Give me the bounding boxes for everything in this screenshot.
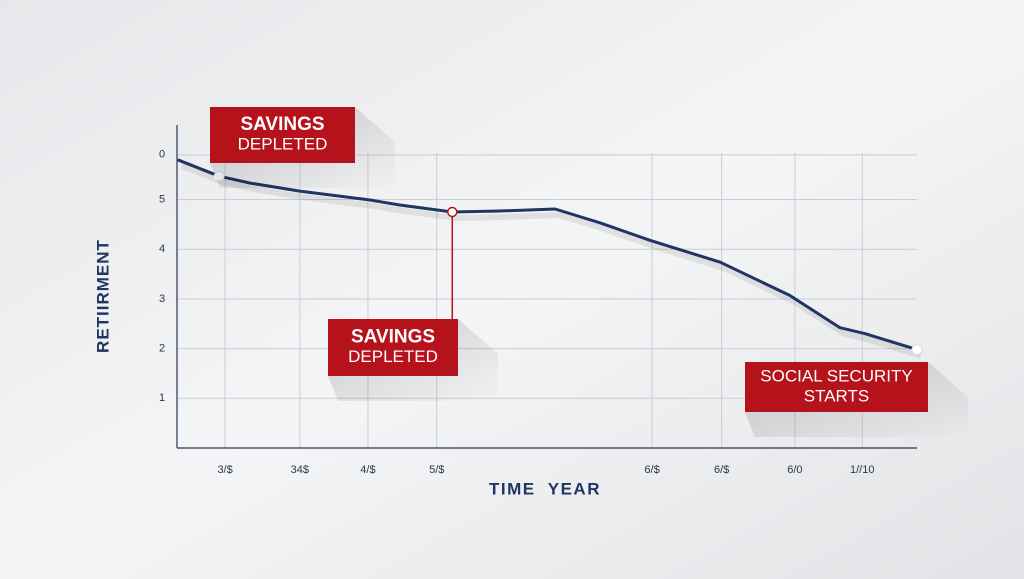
annotation-text: STARTS xyxy=(804,386,870,405)
x-tick-label: 6/0 xyxy=(787,464,802,476)
x-tick-label: 4/$ xyxy=(360,464,375,476)
annotation-text: DEPLETED xyxy=(238,134,328,153)
y-tick-label: 1 xyxy=(159,392,165,404)
y-tick-label: 3 xyxy=(159,293,165,305)
annotation-box xyxy=(328,319,458,376)
point-marker xyxy=(447,206,458,218)
line-shadow xyxy=(180,163,922,359)
annotation-text: SAVINGS xyxy=(351,327,435,348)
x-tick-label: 34$ xyxy=(291,464,309,476)
y-axis-label: RETIIRMENT xyxy=(93,239,112,353)
y-tick-label: 2 xyxy=(159,343,165,355)
x-tick-label: 3/$ xyxy=(217,464,232,476)
annotation-box xyxy=(745,362,928,412)
x-axis-label: TIME YEAR xyxy=(489,479,601,498)
x-tick-label: 5/$ xyxy=(429,464,444,476)
x-tick-label: 6/$ xyxy=(714,464,729,476)
y-tick-label: 0 xyxy=(159,149,165,161)
x-tick-label: 6/$ xyxy=(644,464,659,476)
annotation-text: SAVINGS xyxy=(240,114,324,135)
y-tick-label: 4 xyxy=(159,243,165,255)
grid: 0 5 4 3 2 1 3/$ 34$ 4/$ 5/$ 6/$ 6/$ 6/0 1//10 xyxy=(159,149,917,476)
point-marker xyxy=(911,344,923,356)
x-tick-label: 1//10 xyxy=(850,464,874,476)
annotation-text: DEPLETED xyxy=(348,347,438,366)
annotation-text: SOCIAL SECURITY xyxy=(760,366,912,385)
annotation-box xyxy=(210,107,355,163)
y-tick-label: 5 xyxy=(159,193,165,205)
